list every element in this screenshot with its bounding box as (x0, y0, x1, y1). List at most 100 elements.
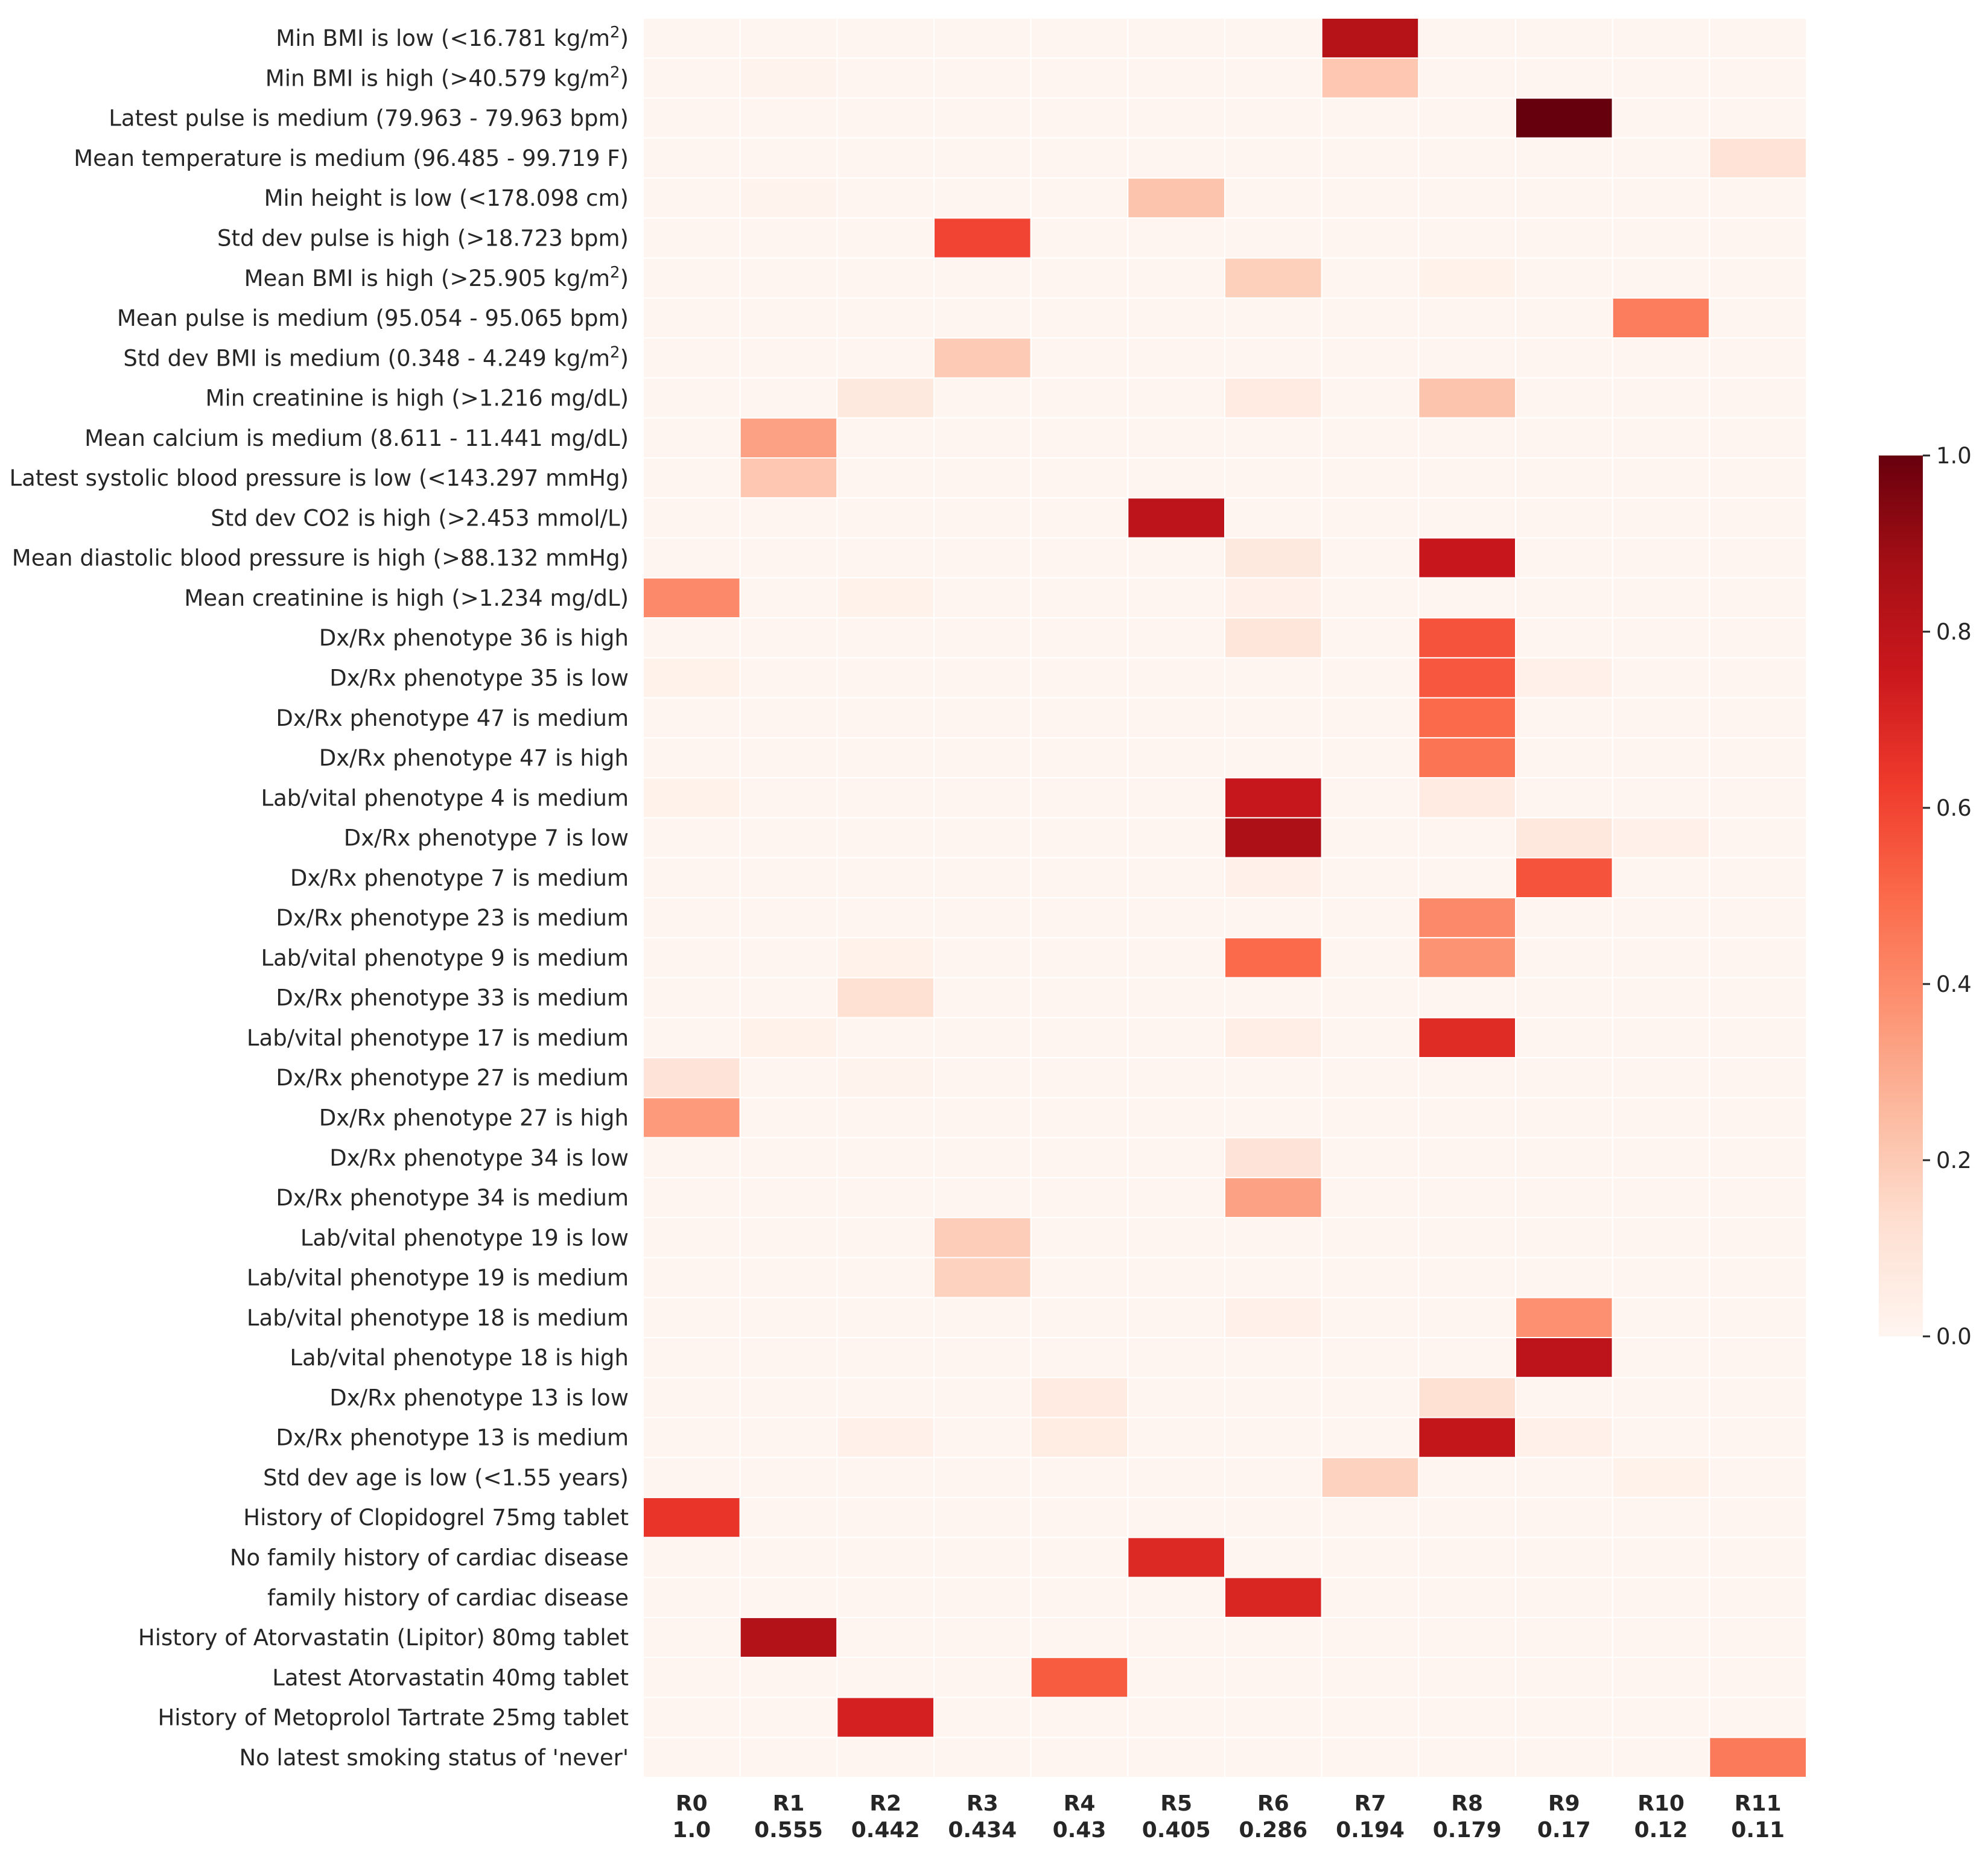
heatmap-cell (933, 1297, 1032, 1338)
heatmap-cell (643, 137, 741, 179)
heatmap-cell (1612, 57, 1710, 99)
heatmap-cell (836, 1657, 935, 1698)
heatmap-cell (1321, 1616, 1420, 1659)
heatmap-cell (1321, 1297, 1420, 1338)
heatmap-cell (1030, 337, 1129, 379)
heatmap-cell (1030, 1257, 1129, 1298)
column-label: R1 (773, 1791, 805, 1816)
heatmap-cell (933, 497, 1032, 539)
column-score: 0.179 (1433, 1818, 1502, 1843)
heatmap-cell (1127, 577, 1225, 619)
heatmap-cell (1321, 657, 1420, 699)
heatmap-cell (1418, 1297, 1517, 1338)
heatmap-cell (933, 1176, 1032, 1219)
heatmap-cell (836, 177, 935, 219)
heatmap-cell (1127, 217, 1225, 259)
heatmap-cell (1709, 697, 1808, 738)
heatmap-cell (933, 817, 1032, 859)
heatmap-cell (1321, 417, 1420, 459)
heatmap-cell (1515, 1097, 1613, 1138)
heatmap-cell (1709, 1297, 1808, 1338)
heatmap-cell (1612, 1097, 1710, 1138)
heatmap-cell (643, 1297, 741, 1338)
heatmap-cell (1224, 1257, 1323, 1298)
column-score: 0.11 (1731, 1818, 1785, 1843)
heatmap-cell (1321, 337, 1420, 379)
heatmap-cell (643, 1057, 741, 1099)
heatmap-cell (1127, 1456, 1225, 1499)
heatmap-cell (1321, 1537, 1420, 1578)
heatmap-cell (1709, 857, 1808, 898)
heatmap-cell (1709, 1497, 1808, 1538)
heatmap-cell (1030, 1017, 1129, 1059)
heatmap-cell (1709, 257, 1808, 299)
heatmap-cell (643, 297, 741, 339)
heatmap-cell (1515, 657, 1613, 699)
heatmap-cell (1612, 617, 1710, 659)
row-label: Lab/vital phenotype 17 is medium (247, 1025, 629, 1051)
heatmap-cell (1612, 1657, 1710, 1698)
row-label: Dx/Rx phenotype 27 is high (319, 1105, 629, 1131)
heatmap-cell (1612, 657, 1710, 699)
heatmap-cell (836, 857, 935, 898)
heatmap-cell (1127, 897, 1225, 939)
heatmap-cell (1030, 937, 1129, 979)
heatmap-cell (1709, 457, 1808, 499)
heatmap-cell (1515, 937, 1613, 979)
heatmap-cell (739, 457, 838, 499)
heatmap-cell (643, 97, 741, 139)
heatmap-cell (1709, 817, 1808, 859)
heatmap-cell (1418, 1657, 1517, 1698)
row-label: Dx/Rx phenotype 47 is high (319, 745, 629, 771)
heatmap-cell (1418, 777, 1517, 819)
heatmap-cell (1321, 1017, 1420, 1059)
heatmap-cell (1127, 1057, 1225, 1099)
heatmap-cell (1418, 1017, 1517, 1059)
row-label: Dx/Rx phenotype 34 is low (329, 1145, 629, 1171)
heatmap-cell (1030, 1736, 1129, 1778)
heatmap-cell (1030, 297, 1129, 339)
heatmap-cell (1224, 1497, 1323, 1538)
heatmap-cell (836, 17, 935, 59)
row-label: No family history of cardiac disease (230, 1545, 629, 1571)
heatmap-cell (836, 1257, 935, 1298)
heatmap-cell (1030, 217, 1129, 259)
heatmap-cell (933, 217, 1032, 259)
colorbar-tick-label: 0.0 (1936, 1324, 1972, 1350)
column-label: R4 (1064, 1791, 1096, 1816)
heatmap-cell (1612, 297, 1710, 339)
heatmap-cell (1418, 1097, 1517, 1138)
heatmap-cell (1612, 1297, 1710, 1338)
heatmap-cell (1612, 1736, 1710, 1778)
heatmap-cell (1224, 1337, 1323, 1379)
heatmap-cell (1515, 1697, 1613, 1738)
heatmap-cell (1127, 417, 1225, 459)
column-score: 0.12 (1634, 1818, 1688, 1843)
heatmap-cell (1515, 737, 1613, 779)
heatmap-cell (1515, 1616, 1613, 1659)
heatmap-cell (1612, 1697, 1710, 1738)
heatmap-cell (933, 1456, 1032, 1499)
heatmap-cell (1321, 137, 1420, 179)
row-label: Mean pulse is medium (95.054 - 95.065 bp… (117, 305, 629, 331)
heatmap-cell (1321, 1337, 1420, 1379)
heatmap-cell (1224, 417, 1323, 459)
heatmap-cell (1030, 137, 1129, 179)
heatmap-cell (1709, 1616, 1808, 1659)
heatmap-cell (933, 1537, 1032, 1578)
heatmap-cell (1418, 1417, 1517, 1458)
heatmap-cell (643, 1736, 741, 1778)
heatmap-cell (1030, 657, 1129, 699)
heatmap-cell (1515, 1456, 1613, 1499)
heatmap-cell (643, 1137, 741, 1178)
heatmap-cell (1224, 1297, 1323, 1338)
heatmap-cell (1418, 1176, 1517, 1219)
heatmap-cell (1321, 737, 1420, 779)
heatmap-cell (836, 457, 935, 499)
heatmap-cell (643, 1257, 741, 1298)
heatmap-cell (1418, 297, 1517, 339)
heatmap-cell (1321, 977, 1420, 1018)
heatmap-cell (1224, 1657, 1323, 1698)
row-label: Lab/vital phenotype 18 is high (290, 1345, 629, 1371)
heatmap-cell (1515, 1337, 1613, 1379)
